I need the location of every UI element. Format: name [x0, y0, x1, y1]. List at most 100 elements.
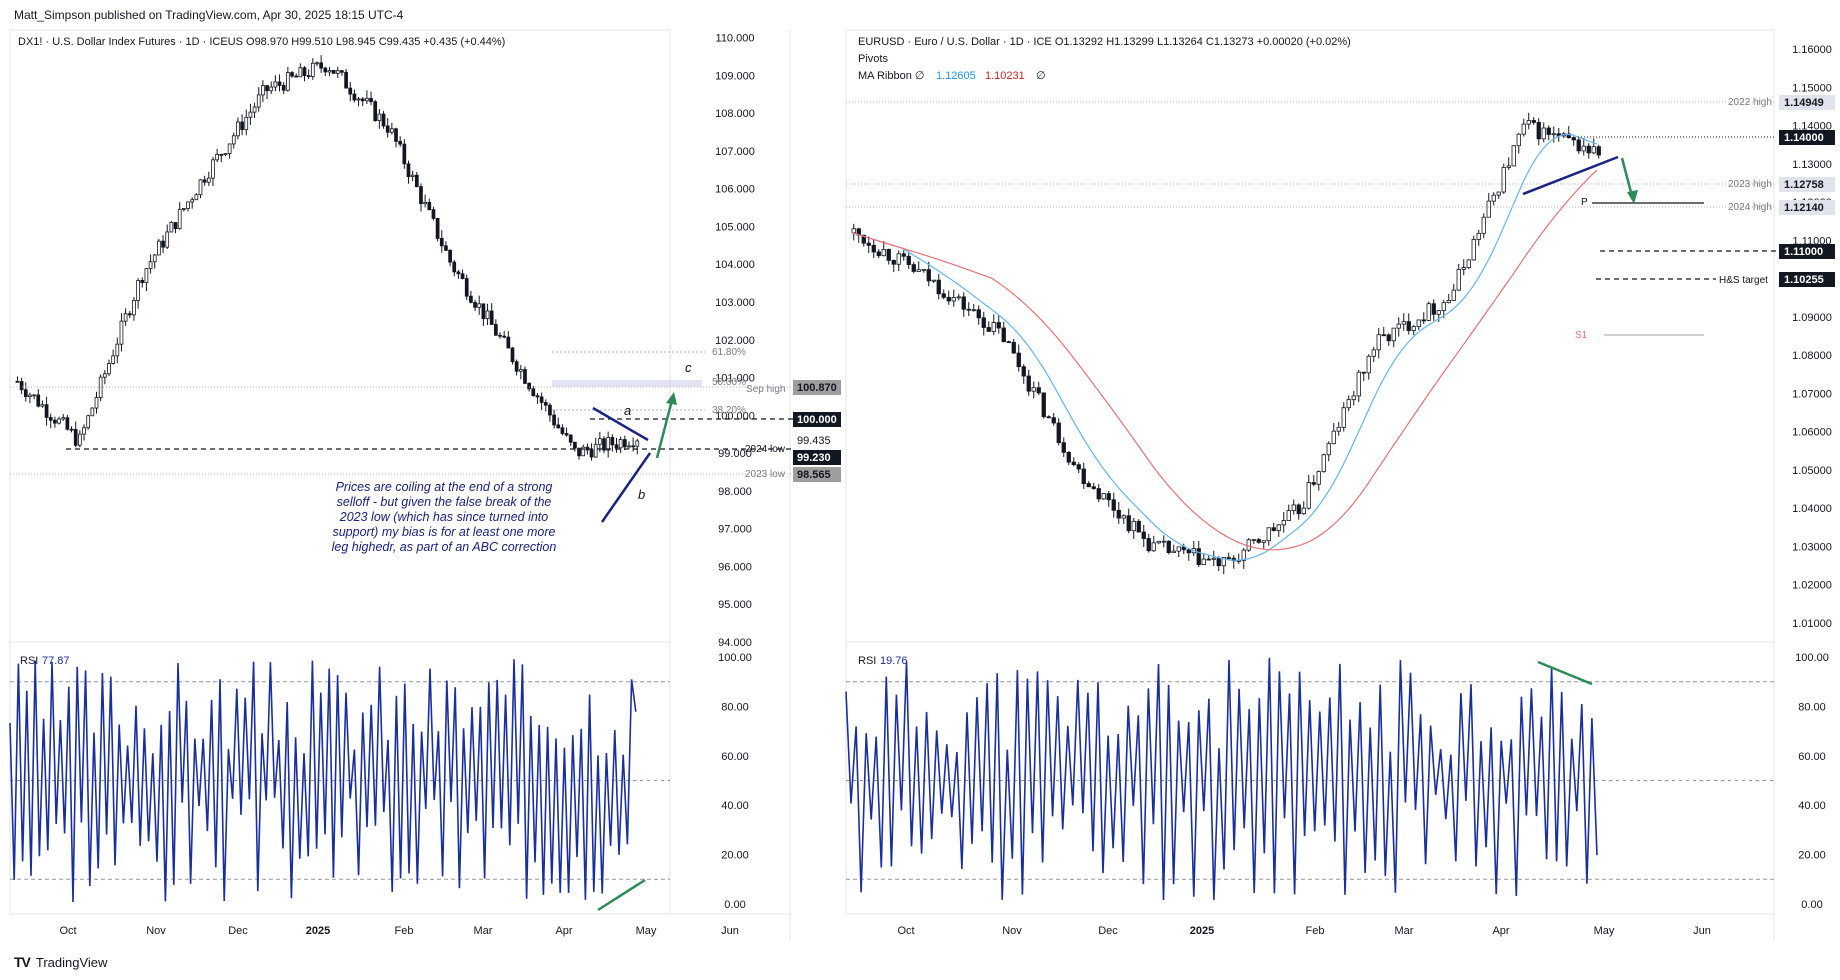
- candle-body: [86, 415, 91, 429]
- candle-body: [319, 62, 323, 69]
- left-candles: [15, 55, 640, 461]
- candle-body: [956, 296, 961, 299]
- price-axis-tick: 104.000: [715, 259, 755, 271]
- wave-c-label: c: [685, 360, 692, 375]
- pivot-p-label: P: [1581, 197, 1588, 208]
- candle-body: [223, 153, 228, 156]
- candle-body: [448, 250, 452, 263]
- price-axis-tick: 1.14000: [1792, 121, 1832, 133]
- analysis-note: Prices are coiling at the end of a stron…: [316, 480, 572, 555]
- candle-body: [439, 238, 444, 247]
- candle-body: [1011, 341, 1016, 354]
- price-axis-tick: 1.16000: [1792, 44, 1832, 56]
- candle-body: [543, 402, 548, 406]
- candle-body: [1131, 520, 1136, 532]
- candle-body: [1221, 557, 1226, 567]
- triangle-lower-line: [600, 452, 652, 523]
- candle-body: [881, 248, 886, 257]
- candle-body: [23, 389, 28, 398]
- candle-body: [315, 62, 319, 65]
- time-axis-tick: Nov: [1002, 925, 1022, 937]
- candle-body: [1196, 548, 1201, 566]
- time-axis-tick: Oct: [897, 925, 914, 937]
- candle-body: [1141, 531, 1146, 539]
- rsi-line: [845, 657, 1598, 901]
- candle-body: [252, 106, 257, 113]
- candle-body: [866, 242, 871, 246]
- candle-body: [136, 280, 140, 301]
- candle-body: [1046, 416, 1051, 419]
- candle-body: [1591, 146, 1596, 154]
- fib-50-label: 50.00%: [712, 377, 746, 388]
- rsi-axis-tick: 20.00: [721, 850, 749, 862]
- tag-level114-bg: [1779, 130, 1835, 145]
- note-line-5: leg highedr, as part of an ABC correctio…: [331, 540, 557, 554]
- candle-body: [622, 439, 627, 448]
- candle-body: [269, 86, 274, 92]
- high-2022-label: 2022 high: [1728, 97, 1772, 108]
- candle-body: [302, 67, 307, 77]
- candle-body: [190, 199, 195, 203]
- candle-body: [966, 308, 971, 311]
- price-axis-tick: 1.03000: [1792, 541, 1832, 553]
- candle-body: [161, 240, 165, 248]
- candle-body: [19, 381, 24, 391]
- price-axis-tick: 106.000: [715, 184, 755, 196]
- tradingview-logo-icon: TV: [14, 954, 31, 970]
- candle-body: [261, 85, 265, 96]
- tag-round-bg: [793, 412, 841, 427]
- candle-body: [1306, 482, 1311, 509]
- time-axis-tick: Dec: [1098, 925, 1118, 937]
- right-rsi-value: 19.76: [880, 655, 908, 667]
- candle-body: [560, 427, 565, 434]
- candle-body: [498, 334, 502, 337]
- note-line-1: Prices are coiling at the end of a stron…: [335, 480, 553, 494]
- candle-body: [556, 424, 561, 429]
- tag-hs-target: 1.10255: [1784, 274, 1824, 286]
- candle-body: [1211, 557, 1216, 560]
- candle-body: [290, 72, 294, 77]
- time-axis-tick: Apr: [1492, 925, 1509, 937]
- price-axis-tick: 1.15000: [1792, 82, 1832, 94]
- candle-body: [1516, 133, 1521, 147]
- candle-body: [331, 69, 336, 74]
- candle-body: [876, 251, 881, 257]
- candle-body: [240, 121, 244, 130]
- candle-body: [1511, 145, 1516, 167]
- right-rsi-pane: [845, 641, 1775, 915]
- candle-body: [493, 324, 498, 336]
- candle-body: [360, 98, 365, 102]
- candle-body: [1401, 321, 1406, 325]
- time-axis-tick: Jun: [1693, 925, 1711, 937]
- candle-body: [344, 71, 348, 89]
- candle-body: [273, 81, 278, 88]
- candle-body: [460, 273, 465, 280]
- candle-body: [481, 303, 486, 320]
- candle-body: [435, 217, 440, 239]
- candle-body: [951, 297, 956, 302]
- candle-body: [1451, 289, 1456, 301]
- candle-body: [1251, 539, 1256, 542]
- candle-body: [871, 244, 876, 253]
- candle-body: [82, 427, 86, 435]
- low-2023-label: 2023 low: [745, 469, 786, 480]
- candle-body: [340, 70, 344, 73]
- candle-body: [996, 322, 1001, 329]
- candle-body: [281, 84, 286, 91]
- candle-body: [921, 269, 926, 271]
- tag-last: 99.230: [797, 452, 831, 464]
- candle-body: [1076, 464, 1081, 470]
- right-annotations: 2022 high 2023 high 2024 high P H&S targ…: [846, 97, 1776, 686]
- candle-body: [631, 445, 635, 448]
- candle-body: [1001, 327, 1006, 343]
- candle-body: [901, 253, 906, 257]
- tag-high2022-bg: [1779, 95, 1835, 110]
- left-axes: 110.000 109.000 108.000 107.000 106.000 105.0…: [10, 33, 755, 937]
- candle-body: [348, 87, 353, 95]
- right-price-tags: 1.14949 1.14000 1.12758 1.12140 1.11000 …: [1779, 95, 1835, 287]
- candle-body: [1111, 499, 1116, 511]
- price-axis-tick: 94.000: [718, 637, 752, 649]
- ma-slow-line: [851, 169, 1598, 551]
- candle-body: [32, 394, 36, 397]
- candle-body: [127, 313, 132, 316]
